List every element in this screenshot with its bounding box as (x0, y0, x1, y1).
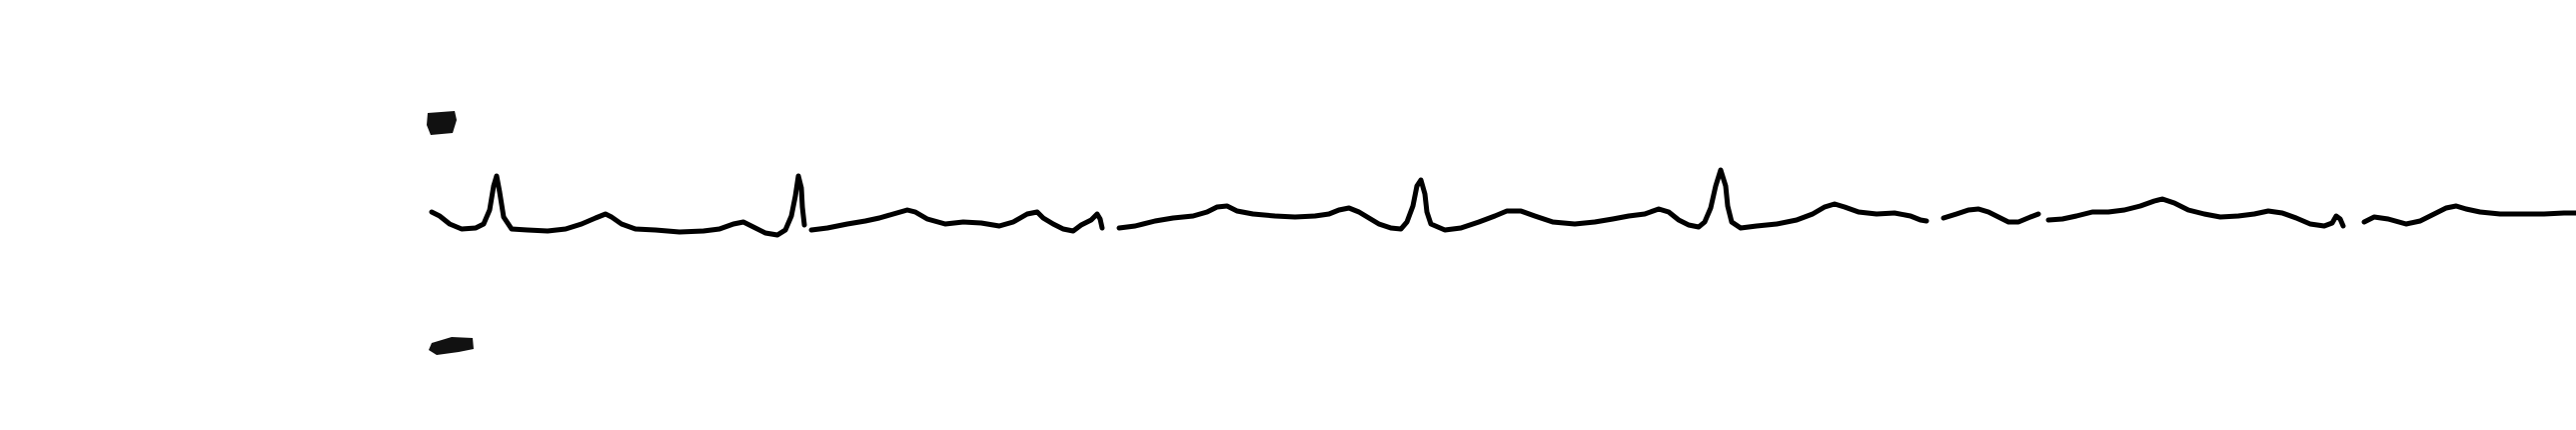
trace-segment-6 (2361, 203, 2576, 227)
trace-segment-1 (429, 173, 807, 238)
trace-segment-4 (1940, 206, 2041, 225)
upper-marker (427, 111, 457, 135)
ecg-trace (429, 167, 2576, 238)
trace-segment-2 (808, 207, 1105, 234)
trace-segment-5 (2045, 196, 2346, 229)
lower-marker (429, 337, 474, 355)
trace-segment-3 (1116, 167, 1930, 233)
